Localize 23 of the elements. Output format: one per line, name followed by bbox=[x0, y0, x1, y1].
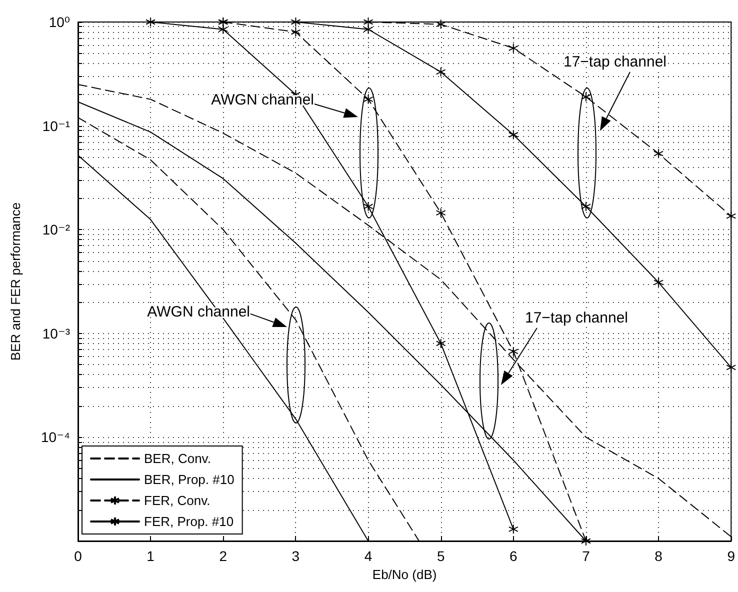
x-tick-label: 2 bbox=[219, 548, 228, 564]
legend-label: BER, Conv. bbox=[144, 451, 211, 466]
legend-label: FER, Prop. #10 bbox=[144, 514, 234, 529]
legend-label: BER, Prop. #10 bbox=[144, 472, 234, 487]
y-tick-label: 10⁰ bbox=[48, 14, 70, 30]
x-tick-label: 3 bbox=[292, 548, 300, 564]
x-tick-label: 1 bbox=[146, 548, 155, 564]
x-tick-label: 9 bbox=[727, 548, 736, 564]
y-tick-label: 10⁻⁴ bbox=[41, 429, 70, 446]
x-tick-label: 0 bbox=[74, 548, 82, 564]
x-tick-label: 5 bbox=[436, 548, 445, 564]
x-tick-label: 8 bbox=[654, 548, 663, 564]
y-axis-title: BER and FER performance bbox=[8, 202, 23, 361]
y-tick-label: 10⁻³ bbox=[42, 325, 70, 342]
x-axis-title: Eb/No (dB) bbox=[372, 566, 437, 582]
legend-label: FER, Conv. bbox=[144, 493, 210, 508]
annotation: 17−tap channel bbox=[525, 310, 628, 326]
x-tick-label: 4 bbox=[364, 548, 372, 564]
y-tick-label: 10⁻² bbox=[42, 222, 70, 238]
x-tick-label: 7 bbox=[582, 548, 590, 564]
annotation: 17−tap channel bbox=[563, 54, 667, 70]
x-tick-label: 6 bbox=[510, 548, 518, 564]
y-tick-label: 10⁻¹ bbox=[42, 118, 70, 134]
